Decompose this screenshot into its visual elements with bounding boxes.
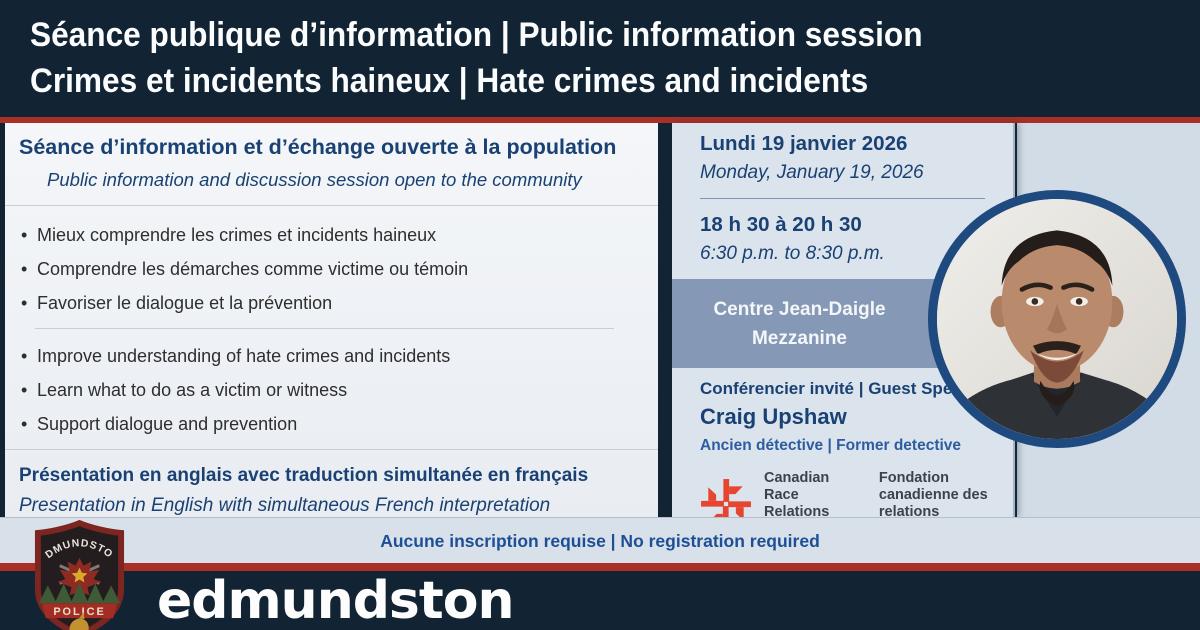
divider bbox=[35, 328, 614, 329]
red-divider-bottom bbox=[0, 563, 1200, 571]
list-item: Improve understanding of hate crimes and… bbox=[19, 344, 640, 369]
objectives-list-en: Improve understanding of hate crimes and… bbox=[19, 344, 640, 437]
info-panel: Séance d’information et d’échange ouvert… bbox=[5, 123, 658, 517]
event-date-en: Monday, January 19, 2026 bbox=[700, 162, 924, 183]
divider bbox=[5, 205, 658, 206]
list-item: Comprendre les démarches comme victime o… bbox=[19, 257, 640, 282]
speaker-title: Ancien détective | Former detective bbox=[700, 437, 962, 454]
list-item: Learn what to do as a victim or witness bbox=[19, 378, 640, 403]
poster-header: Séance publique d’information | Public i… bbox=[30, 12, 1109, 104]
details-panel: Lundi 19 janvier 2026 Monday, January 19… bbox=[672, 123, 1015, 537]
crrf-en-line: Canadian bbox=[764, 470, 830, 486]
venue-name: Centre Jean-Daigle bbox=[713, 298, 886, 320]
badge-banner-text: POLICE bbox=[53, 606, 105, 618]
registration-note: Aucune inscription requise | No registra… bbox=[0, 517, 1200, 563]
red-divider-top bbox=[0, 117, 1200, 123]
speaker-photo bbox=[928, 190, 1186, 448]
list-item: Support dialogue and prevention bbox=[19, 412, 640, 437]
divider bbox=[700, 198, 985, 199]
list-item: Favoriser le dialogue et la prévention bbox=[19, 291, 640, 316]
edmundston-wordmark: edmundston bbox=[157, 571, 514, 630]
police-badge: EDMUNDSTON POLICE bbox=[30, 520, 125, 630]
objectives-list-fr: Mieux comprendre les crimes et incidents… bbox=[19, 223, 640, 316]
speaker-label: Conférencier invité | Guest Speaker bbox=[700, 379, 988, 398]
divider bbox=[5, 449, 658, 450]
speaker-portrait-illustration bbox=[937, 199, 1177, 439]
event-time-en: 6:30 p.m. to 8:30 p.m. bbox=[700, 243, 885, 264]
venue-room: Mezzanine bbox=[751, 327, 848, 349]
crrf-fr-line: Fondation bbox=[878, 470, 949, 486]
event-date-fr: Lundi 19 janvier 2026 bbox=[700, 132, 908, 155]
crrf-fr-line: canadienne des bbox=[878, 487, 988, 503]
session-title-fr: Séance d’information et d’échange ouvert… bbox=[19, 135, 617, 159]
list-item: Mieux comprendre les crimes et incidents… bbox=[19, 223, 640, 248]
speaker-name: Craig Upshaw bbox=[700, 404, 847, 429]
language-note-en: Presentation in English with simultaneou… bbox=[19, 495, 551, 516]
session-title-en: Public information and discussion sessio… bbox=[47, 169, 582, 190]
header-line-1: Séance publique d’information | Public i… bbox=[30, 16, 923, 54]
language-note-fr: Présentation en anglais avec traduction … bbox=[19, 465, 589, 486]
header-line-2: Crimes et incidents haineux | Hate crime… bbox=[30, 62, 869, 100]
crrf-en-line: Race Relations bbox=[764, 487, 830, 520]
event-time-fr: 18 h 30 à 20 h 30 bbox=[700, 213, 862, 236]
